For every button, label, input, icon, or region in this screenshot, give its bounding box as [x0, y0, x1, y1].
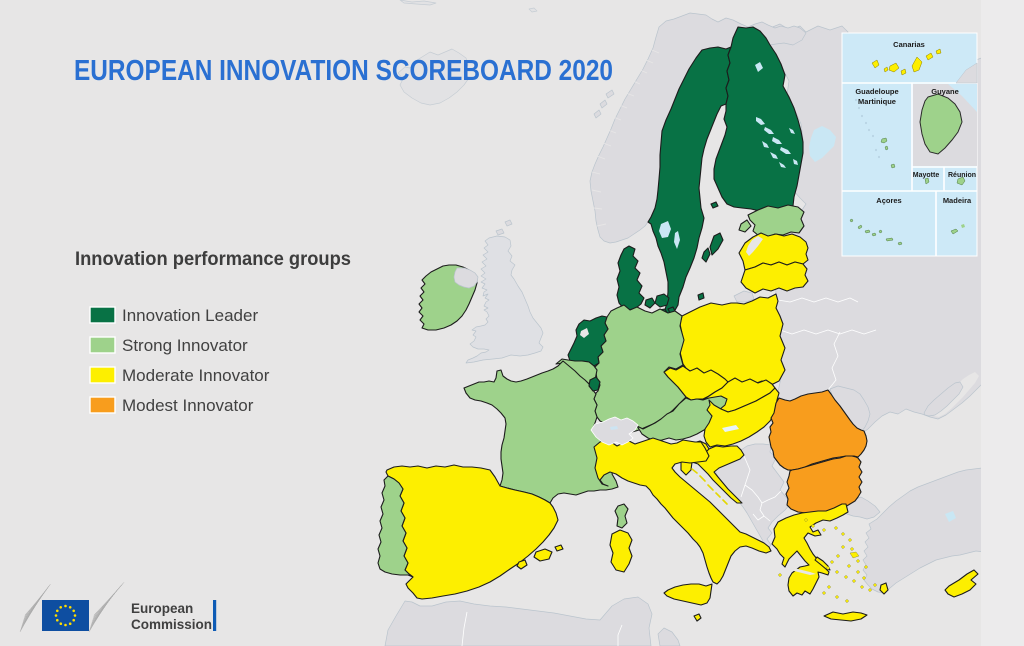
- svg-text:European: European: [131, 601, 193, 616]
- svg-text:Moderate Innovator: Moderate Innovator: [122, 366, 270, 385]
- svg-text:Innovation performance groups: Innovation performance groups: [75, 249, 351, 270]
- svg-text:Modest Innovator: Modest Innovator: [122, 396, 254, 415]
- svg-text:Guyane: Guyane: [931, 87, 959, 96]
- svg-text:Réunion: Réunion: [948, 172, 976, 179]
- svg-text:Martinique: Martinique: [858, 97, 896, 106]
- svg-text:EUROPEAN INNOVATION SCOREBOARD: EUROPEAN INNOVATION SCOREBOARD 2020: [74, 55, 613, 87]
- svg-text:Strong Innovator: Strong Innovator: [122, 336, 248, 355]
- svg-text:Mayotte: Mayotte: [913, 172, 940, 179]
- svg-text:Canarias: Canarias: [893, 40, 925, 49]
- svg-text:Madeira: Madeira: [943, 196, 972, 205]
- svg-text:Innovation Leader: Innovation Leader: [122, 306, 258, 325]
- svg-text:Açores: Açores: [876, 196, 901, 205]
- svg-text:Commission: Commission: [131, 617, 212, 632]
- svg-text:Guadeloupe: Guadeloupe: [855, 87, 898, 96]
